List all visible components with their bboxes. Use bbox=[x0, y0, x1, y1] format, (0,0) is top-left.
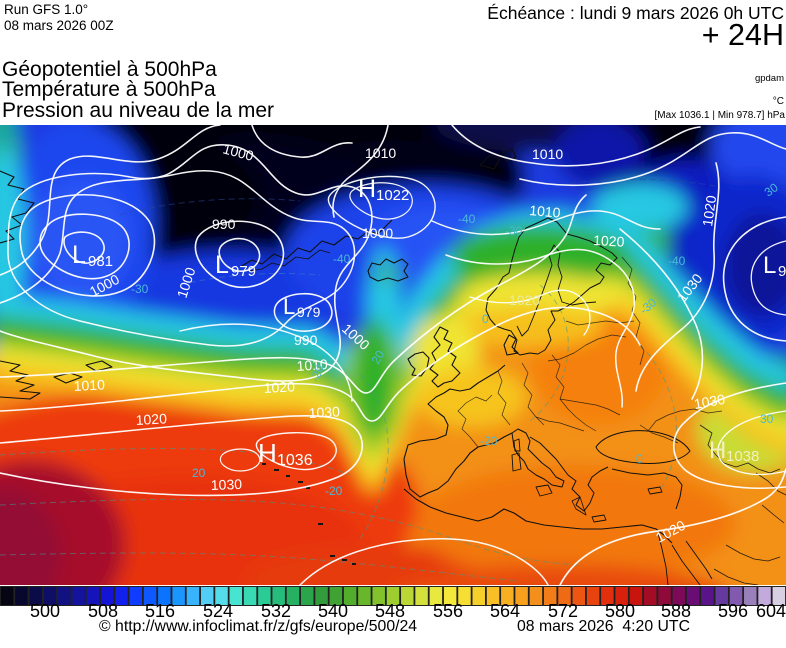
svg-text:H: H bbox=[358, 175, 376, 203]
svg-text:1020: 1020 bbox=[593, 232, 625, 250]
svg-text:1010: 1010 bbox=[529, 202, 562, 221]
svg-text:1010: 1010 bbox=[296, 356, 328, 374]
svg-text:30: 30 bbox=[760, 412, 774, 426]
svg-text:1020: 1020 bbox=[509, 292, 540, 308]
svg-text:1030: 1030 bbox=[308, 403, 340, 421]
svg-text:1020: 1020 bbox=[699, 194, 719, 227]
svg-text:H: H bbox=[258, 438, 277, 468]
svg-text:L: L bbox=[763, 252, 776, 279]
svg-text:H: H bbox=[709, 437, 726, 464]
svg-text:-20: -20 bbox=[325, 484, 343, 498]
svg-text:-30: -30 bbox=[505, 224, 523, 238]
svg-text:979: 979 bbox=[297, 304, 321, 320]
svg-text:979: 979 bbox=[231, 263, 256, 280]
svg-text:1020: 1020 bbox=[135, 410, 167, 428]
svg-text:L: L bbox=[215, 251, 229, 279]
svg-text:0: 0 bbox=[636, 452, 643, 466]
svg-text:1030: 1030 bbox=[693, 391, 727, 412]
svg-text:1000: 1000 bbox=[362, 225, 393, 241]
svg-text:-20: -20 bbox=[308, 363, 327, 384]
svg-text:1038: 1038 bbox=[726, 448, 759, 465]
svg-text:1000: 1000 bbox=[221, 140, 255, 164]
svg-text:990: 990 bbox=[212, 216, 236, 232]
svg-text:981: 981 bbox=[88, 253, 113, 270]
svg-text:0: 0 bbox=[482, 312, 489, 326]
svg-text:9: 9 bbox=[778, 263, 786, 280]
svg-text:990: 990 bbox=[294, 332, 318, 348]
svg-text:-40: -40 bbox=[333, 252, 351, 266]
svg-text:1036: 1036 bbox=[277, 452, 313, 469]
svg-text:L: L bbox=[72, 241, 86, 269]
svg-text:L: L bbox=[283, 294, 295, 319]
svg-text:-40: -40 bbox=[458, 212, 476, 226]
svg-text:-30: -30 bbox=[131, 282, 149, 296]
svg-text:20: 20 bbox=[192, 466, 206, 480]
svg-text:-20: -20 bbox=[480, 434, 498, 448]
svg-text:20: 20 bbox=[368, 348, 387, 367]
svg-text:1022: 1022 bbox=[376, 187, 409, 204]
svg-text:1020: 1020 bbox=[263, 378, 295, 396]
svg-text:1010: 1010 bbox=[532, 146, 563, 162]
svg-text:1030: 1030 bbox=[211, 476, 243, 493]
svg-text:1010: 1010 bbox=[365, 145, 396, 161]
svg-text:1010: 1010 bbox=[73, 376, 105, 394]
svg-text:-40: -40 bbox=[668, 254, 686, 268]
